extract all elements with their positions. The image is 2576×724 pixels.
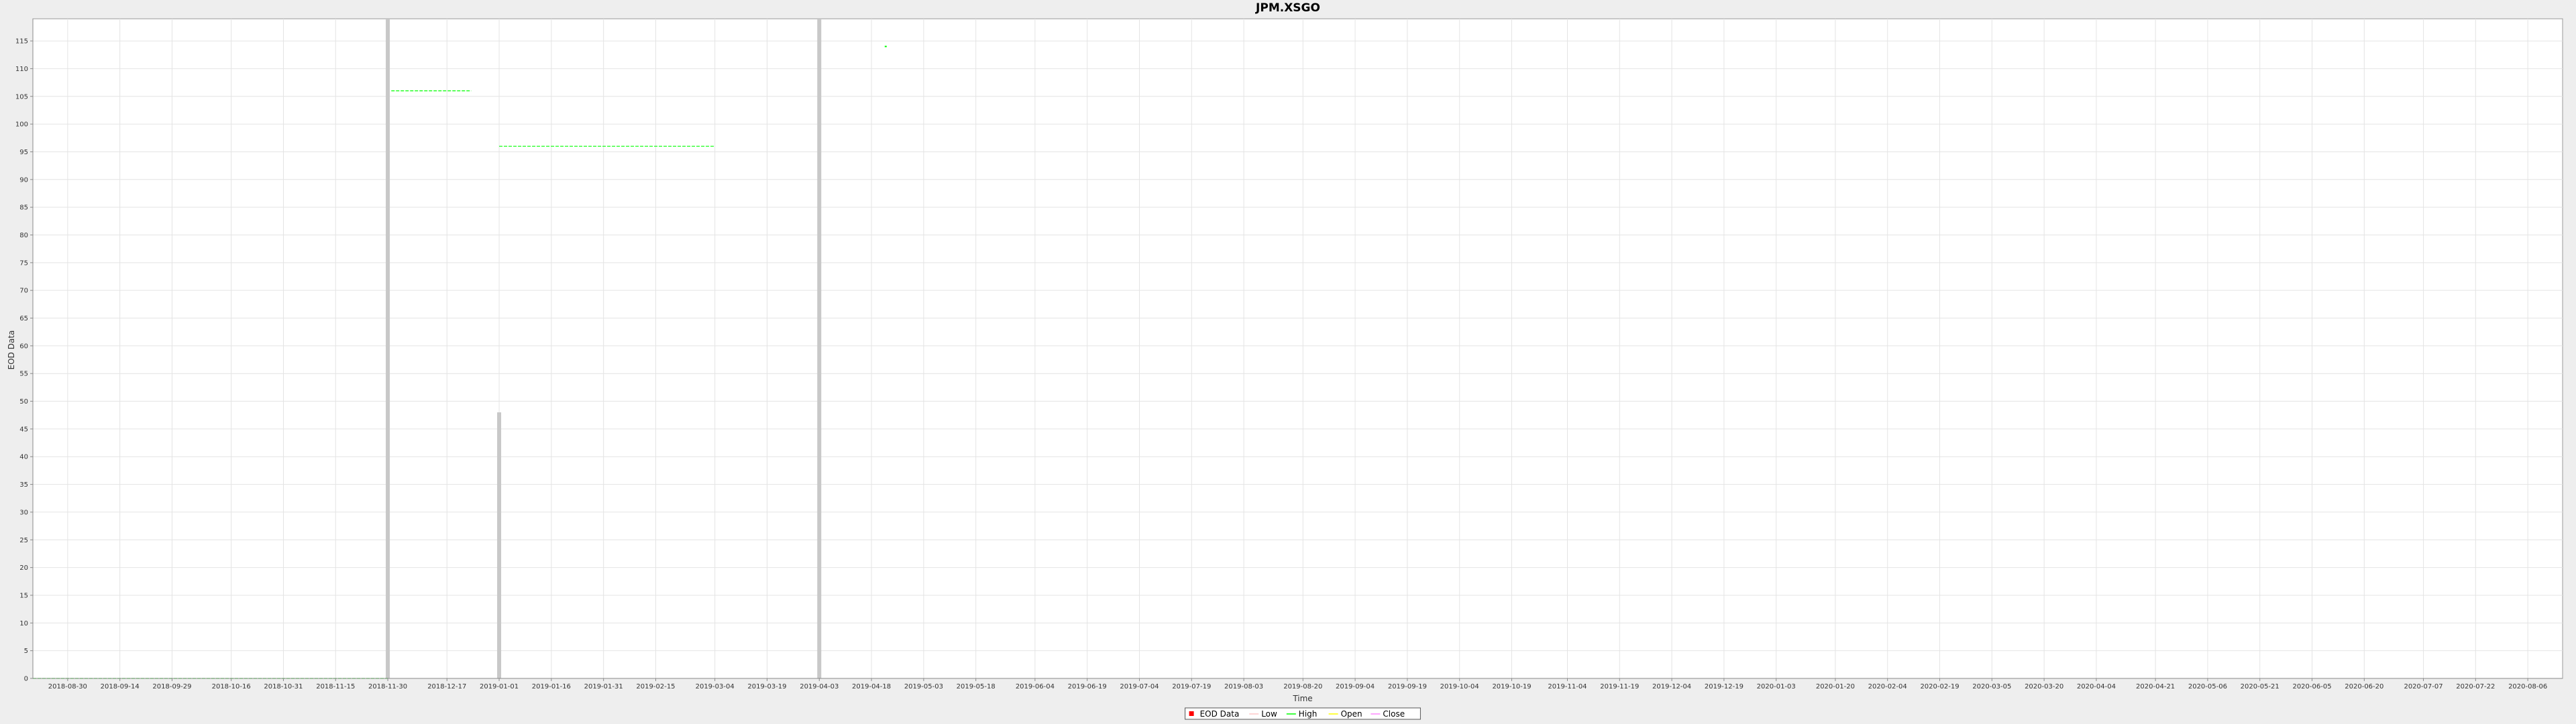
y-tick-label: 70 — [19, 288, 28, 295]
x-tick-label: 2019-08-03 — [1224, 683, 1263, 690]
y-tick-label: 85 — [19, 204, 28, 212]
y-tick-label: 100 — [15, 121, 28, 129]
x-tick-label: 2019-03-19 — [747, 683, 786, 690]
x-tick-label: 2019-01-16 — [532, 683, 571, 690]
y-tick-label: 35 — [19, 481, 28, 489]
chart-title: JPM.XSGO — [1255, 1, 1320, 15]
x-tick-label: 2019-08-20 — [1283, 683, 1322, 690]
series-point — [884, 46, 887, 48]
plot-area — [32, 18, 2563, 679]
x-tick-label: 2019-01-31 — [584, 683, 623, 690]
x-tick-label: 2018-09-14 — [101, 683, 140, 690]
y-tick-label: 110 — [15, 66, 28, 73]
x-tick-label: 2019-05-18 — [957, 683, 996, 690]
x-tick-label: 2019-07-04 — [1120, 683, 1159, 690]
x-tick-label: 2018-09-29 — [152, 683, 191, 690]
x-tick-label: 2019-02-15 — [636, 683, 675, 690]
legend: EOD Data Low High Open Close — [1185, 707, 1421, 720]
y-tick-label: 50 — [19, 398, 28, 406]
y-tick-label: 20 — [19, 564, 28, 572]
x-tick-label: 2018-10-31 — [264, 683, 303, 690]
x-tick-label: 2020-06-20 — [2345, 683, 2383, 690]
y-tick-label: 75 — [19, 259, 28, 267]
y-axis: 0 5 10 15 20 25 30 35 40 45 50 55 60 65 70 75 80 85 90 95 10… — [15, 19, 34, 683]
x-tick-label: 2019-06-04 — [1016, 683, 1055, 690]
x-tick-label: 2019-12-19 — [1705, 683, 1743, 690]
y-tick-label: 40 — [19, 454, 28, 461]
y-tick-label: 60 — [19, 343, 28, 350]
x-tick-label: 2020-07-22 — [2456, 683, 2495, 690]
y-tick-label: 30 — [19, 509, 28, 516]
y-tick-label: 90 — [19, 176, 28, 184]
x-tick-label: 2020-01-03 — [1757, 683, 1796, 690]
y-axis-label: EOD Data — [7, 330, 16, 370]
legend-label: Low — [1261, 709, 1277, 719]
x-tick-label: 2019-01-01 — [480, 683, 519, 690]
legend-label: High — [1299, 709, 1318, 719]
x-tick-label: 2019-12-04 — [1652, 683, 1691, 690]
x-tick-label: 2020-08-06 — [2508, 683, 2547, 690]
x-tick-label: 2018-08-30 — [48, 683, 87, 690]
x-tick-label: 2020-04-21 — [2136, 683, 2175, 690]
legend-box — [1185, 707, 1421, 720]
x-tick-label: 2020-02-19 — [1920, 683, 1959, 690]
legend-label: Close — [1383, 709, 1405, 719]
x-tick-label: 2019-10-19 — [1492, 683, 1531, 690]
x-tick-label: 2018-11-15 — [316, 683, 355, 690]
x-tick-label: 2020-05-06 — [2188, 683, 2227, 690]
y-tick-label: 45 — [19, 426, 28, 433]
y-tick-label: 5 — [24, 648, 28, 655]
x-tick-label: 2019-11-19 — [1600, 683, 1639, 690]
x-tick-label: 2020-04-04 — [2077, 683, 2116, 690]
x-tick-label: 2018-12-17 — [427, 683, 466, 690]
x-tick-label: 2019-10-04 — [1440, 683, 1479, 690]
x-tick-label: 2019-09-04 — [1336, 683, 1375, 690]
x-tick-label: 2020-03-20 — [2025, 683, 2063, 690]
x-axis-label: Time — [1292, 694, 1312, 703]
volume-bar — [497, 412, 502, 678]
x-tick-label: 2019-07-19 — [1172, 683, 1211, 690]
y-tick-label: 0 — [24, 676, 28, 683]
x-tick-label: 2019-06-19 — [1068, 683, 1107, 690]
volume-bar — [386, 19, 390, 678]
y-tick-label: 25 — [19, 537, 28, 544]
x-tick-label: 2019-04-03 — [800, 683, 839, 690]
y-tick-label: 55 — [19, 371, 28, 378]
y-tick-label: 65 — [19, 315, 28, 322]
x-tick-label: 2020-02-04 — [1868, 683, 1907, 690]
x-tick-label: 2020-05-21 — [2241, 683, 2279, 690]
x-tick-label: 2019-05-03 — [904, 683, 943, 690]
volume-bar — [817, 19, 822, 678]
y-tick-label: 95 — [19, 149, 28, 156]
y-tick-label: 105 — [15, 93, 28, 101]
x-tick-label: 2018-10-16 — [212, 683, 251, 690]
x-tick-label: 2019-09-19 — [1388, 683, 1427, 690]
volume-bars — [386, 19, 822, 678]
y-tick-label: 115 — [15, 38, 28, 46]
x-tick-label: 2019-04-18 — [852, 683, 891, 690]
legend-label: EOD Data — [1200, 709, 1240, 719]
legend-swatch — [1189, 711, 1194, 716]
y-tick-label: 10 — [19, 620, 28, 627]
x-tick-label: 2018-11-30 — [368, 683, 407, 690]
x-tick-label: 2020-03-05 — [1972, 683, 2011, 690]
y-tick-label: 15 — [19, 592, 28, 599]
x-axis: 2018-08-30 2018-09-14 2018-09-29 2018-10-16… — [33, 678, 2563, 690]
x-tick-label: 2020-06-05 — [2292, 683, 2331, 690]
x-tick-label: 2020-01-20 — [1816, 683, 1855, 690]
x-tick-label: 2019-11-04 — [1548, 683, 1587, 690]
y-tick-label: 80 — [19, 232, 28, 239]
x-tick-label: 2020-07-07 — [2404, 683, 2443, 690]
legend-label: Open — [1341, 709, 1362, 719]
x-tick-label: 2019-03-04 — [696, 683, 735, 690]
